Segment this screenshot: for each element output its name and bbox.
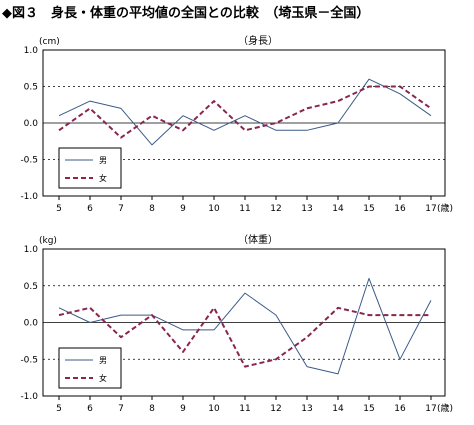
y-unit-label: (kg) [39, 236, 57, 246]
x-tick-label: 6 [87, 404, 93, 414]
chart-weight: 1.0 0.5 0.0 -0.5 -1.0 5 6 7 8 9 10 11 12 13 14 15 16 17 (歳… [20, 233, 453, 414]
x-tick-label: 15 [363, 204, 374, 214]
x-tick-label: 14 [332, 204, 344, 214]
x-tick-label: 6 [87, 204, 93, 214]
chart-title: （体重） [238, 233, 278, 246]
x-unit-label: (歳) [437, 202, 453, 214]
y-tick-label: -0.5 [20, 355, 38, 365]
x-tick-label: 11 [239, 204, 250, 214]
x-tick-label: 17 [425, 204, 436, 214]
x-tick-label: 12 [270, 204, 281, 214]
y-tick-label: 0.0 [24, 119, 39, 129]
y-unit-label: (cm) [39, 37, 60, 47]
x-tick-label: 14 [332, 404, 344, 414]
x-tick-label: 5 [56, 404, 62, 414]
x-tick-label: 8 [149, 404, 155, 414]
x-tick-label: 17 [425, 404, 436, 414]
x-tick-label: 7 [118, 204, 124, 214]
x-tick-label: 13 [301, 204, 312, 214]
y-tick-label: -0.5 [20, 156, 38, 166]
y-tick-label: 0.5 [24, 83, 38, 93]
x-unit-label: (歳) [437, 402, 453, 414]
chart-height: 1.0 0.5 0.0 -0.5 -1.0 5 6 7 8 9 10 11 12 13 14 15 16 17 (歳… [20, 34, 453, 214]
legend-entry: 男 [99, 156, 107, 165]
chart-title: （身長） [238, 34, 278, 47]
y-tick-label: 1.0 [24, 46, 39, 56]
x-tick-label: 9 [180, 404, 186, 414]
x-tick-label: 5 [56, 204, 62, 214]
x-tick-label: 7 [118, 404, 124, 414]
legend-entry: 女 [99, 173, 107, 183]
x-tick-label: 10 [208, 404, 220, 414]
x-tick-label: 10 [208, 204, 220, 214]
legend-entry: 女 [99, 373, 107, 383]
series-line-female [58, 306, 431, 368]
x-tick-label: 13 [301, 404, 312, 414]
x-tick-label: 15 [363, 404, 374, 414]
x-tick-label: 12 [270, 404, 281, 414]
y-tick-label: 0.0 [24, 319, 39, 329]
legend-box [58, 147, 122, 189]
y-tick-label: -1.0 [20, 192, 38, 202]
x-tick-label: 11 [239, 404, 250, 414]
legend-box [58, 347, 122, 389]
figure-title: ◆図３ 身長・体重の平均値の全国との比較 （埼玉県－全国） [2, 6, 370, 21]
series-line-male [58, 78, 432, 146]
x-tick-label: 16 [394, 204, 406, 214]
series-line-female [58, 85, 432, 139]
y-tick-label: -1.0 [20, 392, 38, 402]
y-tick-label: 1.0 [24, 245, 39, 255]
x-tick-label: 8 [149, 204, 155, 214]
series-line-male [58, 277, 432, 375]
x-tick-label: 9 [180, 204, 186, 214]
x-tick-label: 16 [394, 404, 406, 414]
legend-entry: 男 [99, 356, 107, 365]
y-tick-label: 0.5 [24, 282, 38, 292]
